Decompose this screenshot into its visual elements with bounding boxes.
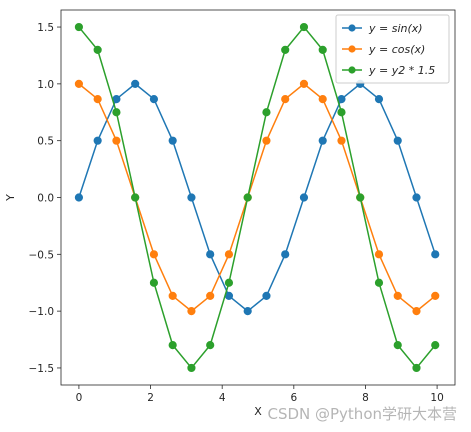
x-axis-label: X — [254, 405, 262, 418]
legend-marker — [348, 66, 356, 74]
data-point — [168, 136, 177, 145]
y-tick-label: −1.5 — [29, 363, 55, 375]
data-point — [356, 193, 365, 202]
data-point — [393, 291, 402, 301]
x-tick-label: 8 — [362, 392, 369, 404]
data-point — [431, 341, 440, 350]
legend-box — [335, 14, 450, 84]
data-point — [431, 250, 440, 259]
data-point — [262, 136, 271, 145]
data-point — [374, 250, 384, 259]
data-point — [431, 291, 440, 301]
data-point — [93, 136, 102, 145]
data-point — [206, 250, 215, 259]
data-point — [112, 108, 121, 117]
data-point — [131, 79, 140, 88]
data-point — [337, 108, 346, 117]
legend-item: y = y2 * 1.5 — [342, 64, 435, 77]
data-point — [299, 22, 309, 32]
y-axis: 1.5 1.0 0.5 0.0 −0.5 −1.0 −1.5 — [29, 22, 61, 375]
y-tick-label: −0.5 — [29, 249, 55, 261]
data-point — [187, 363, 196, 373]
legend-label: y = cos(x) — [368, 43, 425, 56]
y-tick-label: 1.5 — [37, 22, 54, 34]
data-point — [412, 193, 421, 202]
data-point — [74, 193, 84, 202]
y-tick-label: 0.0 — [37, 193, 54, 205]
data-point — [243, 307, 252, 316]
data-point — [224, 278, 234, 287]
data-point — [318, 45, 327, 54]
legend-item: y = sin(x) — [342, 22, 423, 35]
legend-label: y = sin(x) — [368, 22, 423, 35]
series-1 — [74, 79, 440, 316]
data-point — [149, 278, 159, 287]
data-point — [168, 291, 177, 301]
x-tick-label: 6 — [290, 392, 297, 404]
legend: y = sin(x) y = cos(x) y = y2 * 1.5 — [335, 14, 450, 84]
x-axis: 0 2 4 6 8 10 — [76, 385, 444, 404]
data-point — [281, 94, 290, 104]
series-3 — [74, 22, 440, 373]
legend-item: y = cos(x) — [342, 43, 425, 56]
data-point — [374, 94, 384, 104]
series-line — [78, 82, 436, 313]
data-point — [93, 94, 102, 104]
watermark: CSDN @Python学研大本营 — [267, 405, 457, 423]
data-point — [262, 291, 271, 301]
y-axis-label: Y — [4, 194, 17, 202]
data-point — [168, 341, 177, 350]
data-point — [187, 193, 196, 202]
data-point — [206, 291, 215, 301]
data-point — [131, 193, 140, 202]
data-point — [374, 278, 384, 287]
legend-marker — [348, 24, 356, 32]
data-point — [74, 22, 84, 32]
data-point — [262, 108, 271, 117]
data-point — [93, 45, 102, 54]
data-point — [412, 307, 421, 316]
legend-label: y = y2 * 1.5 — [368, 64, 435, 77]
data-point — [149, 94, 159, 104]
data-point — [243, 193, 252, 202]
data-point — [281, 250, 290, 259]
data-point — [393, 136, 402, 145]
data-point — [299, 193, 309, 202]
x-tick-label: 0 — [76, 392, 83, 404]
data-point — [337, 136, 346, 145]
data-point — [112, 136, 121, 145]
data-point — [318, 136, 327, 145]
series-line — [78, 25, 436, 370]
x-tick-label: 2 — [147, 392, 154, 404]
data-point — [281, 45, 290, 54]
x-tick-label: 10 — [430, 392, 443, 404]
data-point — [74, 79, 84, 88]
data-point — [224, 250, 234, 259]
series-layer — [74, 22, 440, 373]
data-point — [206, 341, 215, 350]
x-tick-label: 4 — [219, 392, 226, 404]
data-point — [412, 363, 421, 373]
y-tick-label: 0.5 — [37, 136, 54, 148]
data-point — [318, 94, 327, 104]
legend-marker — [348, 45, 356, 53]
data-point — [393, 341, 402, 350]
data-point — [187, 307, 196, 316]
y-tick-label: 1.0 — [37, 79, 54, 91]
y-tick-label: −1.0 — [29, 306, 55, 318]
data-point — [149, 250, 159, 259]
data-point — [299, 79, 309, 88]
